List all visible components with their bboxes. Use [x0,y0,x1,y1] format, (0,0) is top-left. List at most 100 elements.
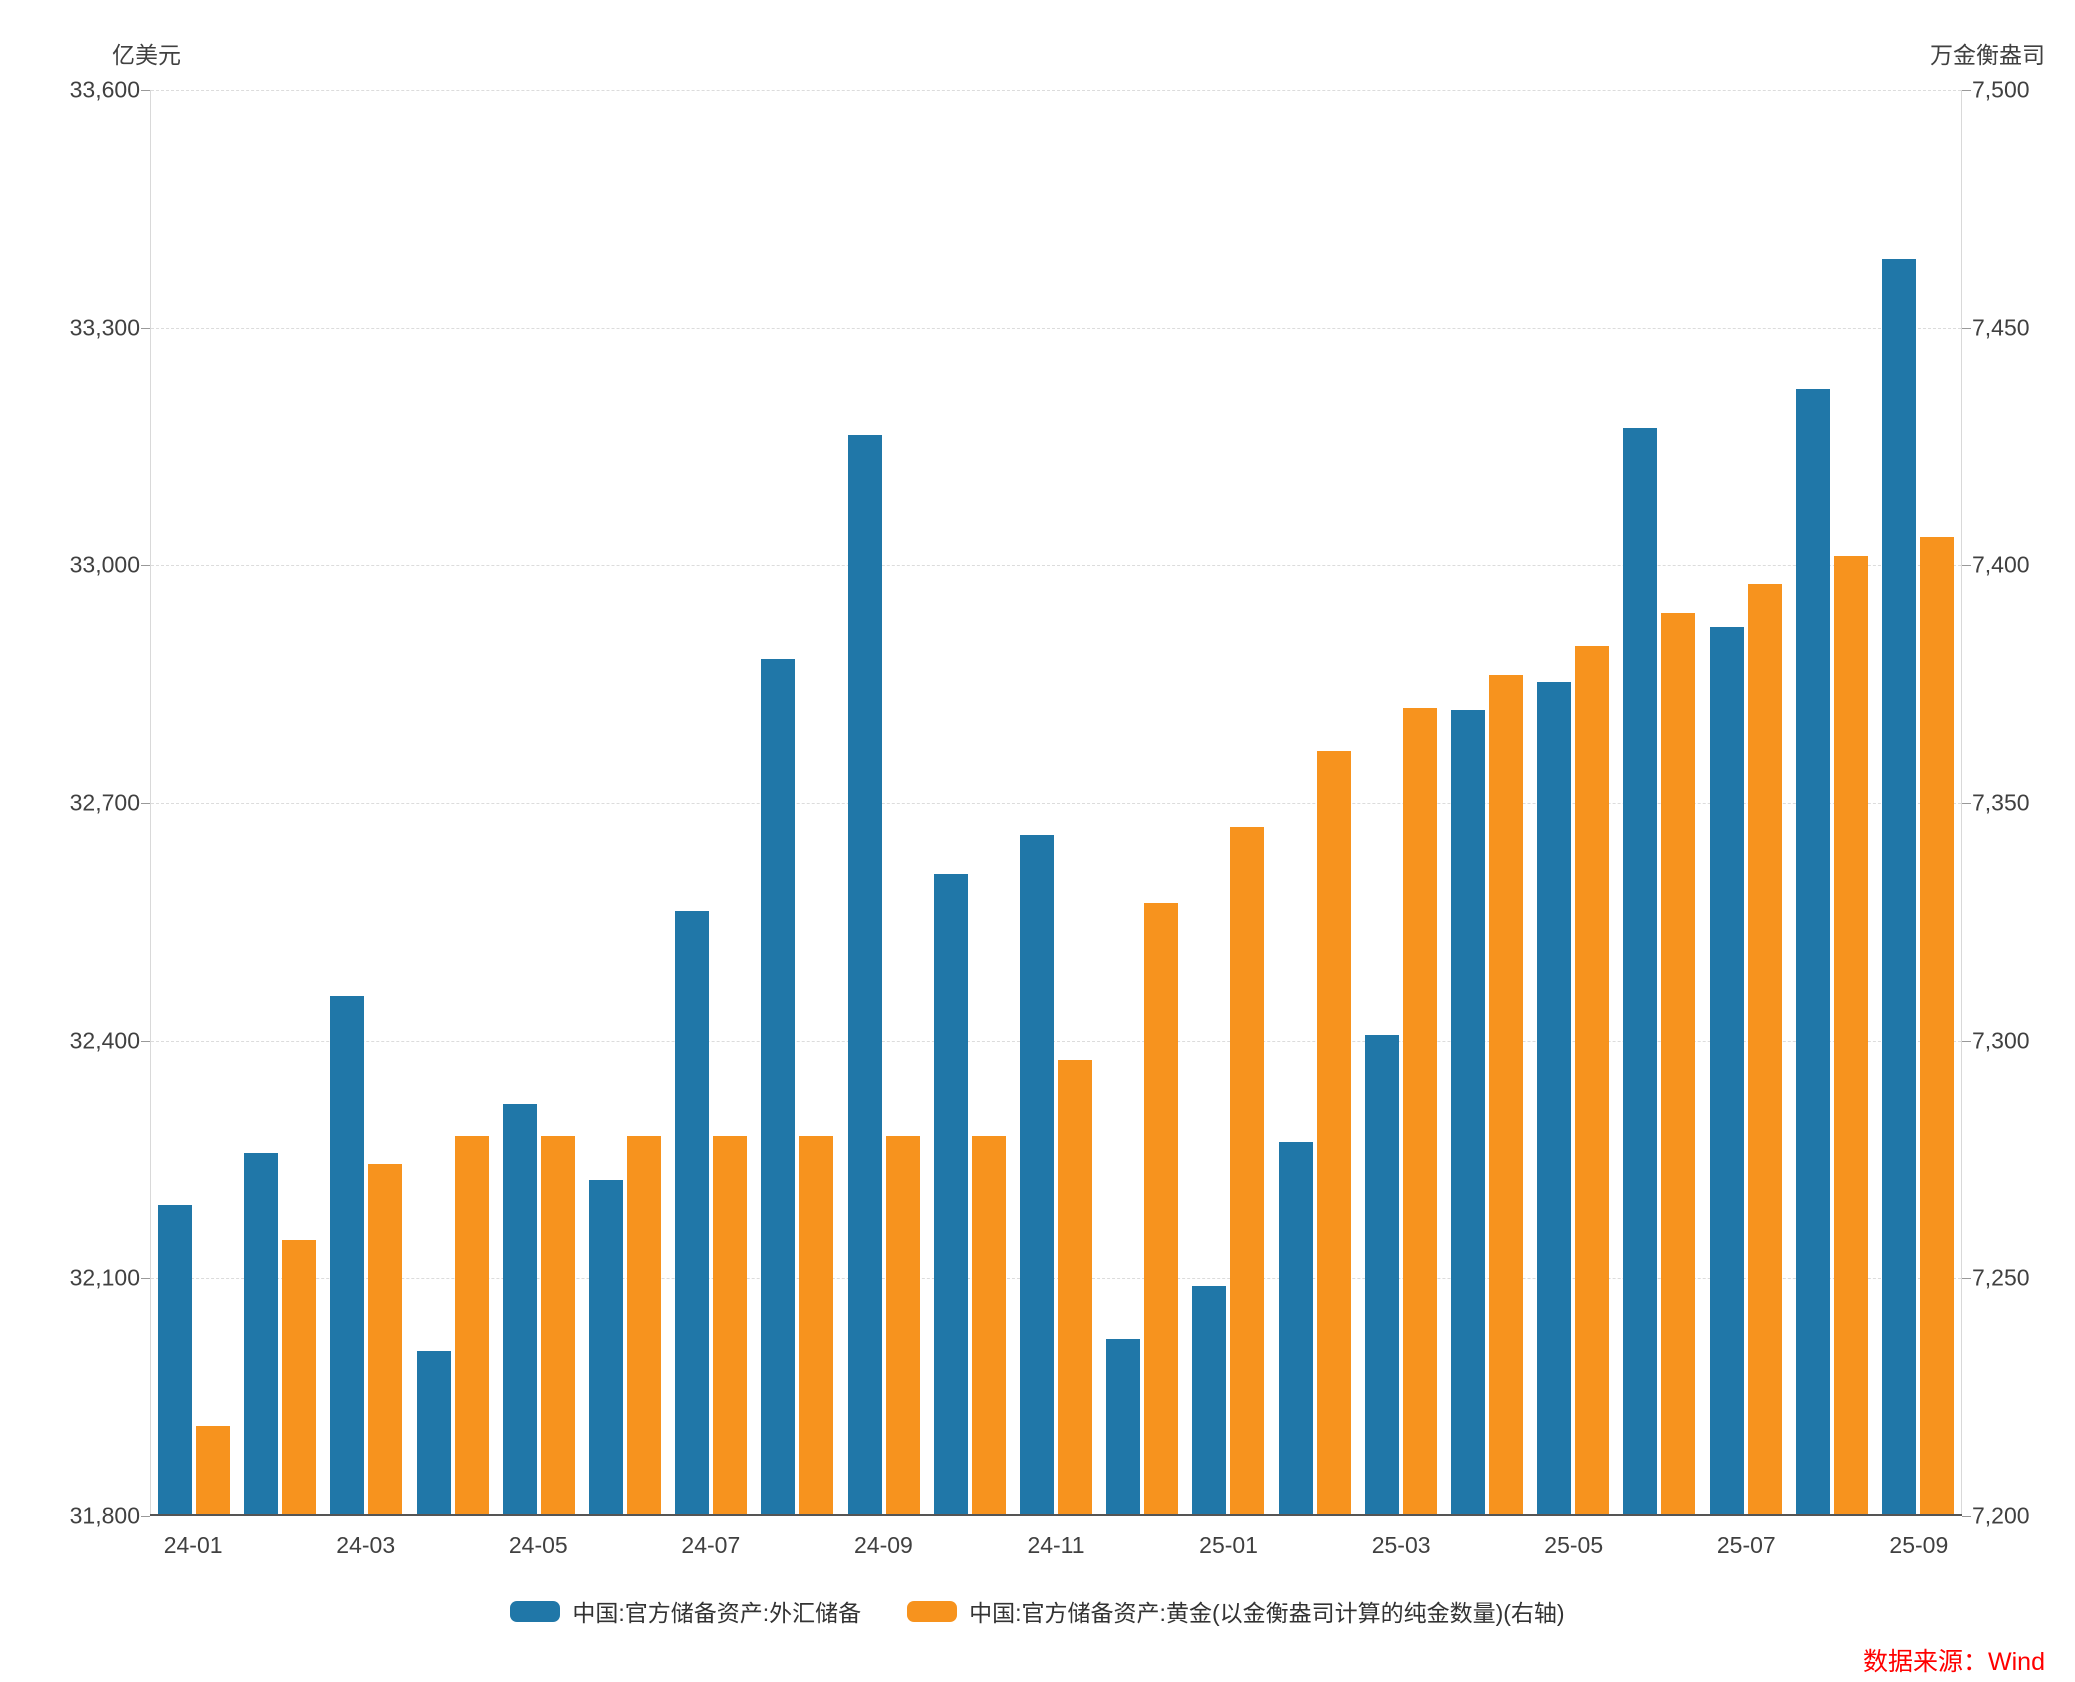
bar-fx-reserves [675,910,710,1516]
axis-tickmark [1962,803,1971,804]
axis-tickmark [141,1040,150,1042]
bar-gold-reserves [971,1135,1006,1516]
bar-fx-reserves [1795,389,1830,1516]
bar-fx-reserves [1364,1035,1399,1516]
plot-area [141,90,1971,1517]
legend-item-label: 中国:官方储备资产:黄金(以金衡盎司计算的纯金数量)(右轴) [969,1600,1565,1626]
x-axis-labels: 24-01 24-03 24-05 24-07 24-09 24-11 25-01 25-03… [150,1532,1962,1564]
right-axis-tick-label: 7,300 [1972,1027,2030,1054]
axis-tickmark [141,90,150,91]
bar-gold-reserves [1402,707,1437,1516]
left-axis-tick-label: 32,100 [69,1264,140,1291]
bar-gold-reserves [799,1135,834,1516]
axis-tickmark [141,803,150,804]
axis-tickmark [1962,327,1971,329]
bar-gold-reserves [282,1240,317,1516]
legend-swatch [510,1600,561,1622]
bar-gold-reserves [368,1164,403,1516]
right-axis-tick-label: 7,500 [1972,76,2030,103]
bar-gold-reserves [454,1135,489,1516]
bar-gold-reserves [885,1135,920,1516]
bar-fx-reserves [761,658,796,1516]
bar-fx-reserves [847,435,882,1516]
bar-gold-reserves [1144,902,1179,1516]
bar-fx-reserves [416,1351,451,1516]
gridline [151,803,1961,804]
bar-fx-reserves [1537,681,1572,1516]
gridline [151,565,1961,567]
gridline [151,1040,1961,1042]
right-axis-unit-label: 万金衡盎司 [1930,42,2045,68]
bar-gold-reserves [627,1135,662,1516]
bar-fx-reserves [589,1180,624,1516]
bar-gold-reserves [1058,1059,1092,1516]
bar-fx-reserves [330,995,365,1516]
x-axis-tick-label: 24-09 [854,1532,913,1558]
right-axis-tick-label: 7,350 [1972,789,2030,816]
x-axis-tick-label: 24-11 [1027,1532,1085,1558]
bar-gold-reserves [713,1135,748,1516]
axis-tickmark [141,327,150,329]
bar-fx-reserves [1709,627,1744,1516]
bar-fx-reserves [1192,1286,1227,1516]
axis-tickmark [1962,565,1971,567]
x-axis-tick-label: 24-03 [336,1532,396,1558]
bar-fx-reserves [502,1104,537,1516]
bars [151,90,1961,1516]
bar-fx-reserves [933,873,968,1516]
x-axis-tick-label: 24-05 [508,1532,568,1558]
axis-tickmark [1962,90,1971,91]
bar-gold-reserves [540,1135,575,1516]
x-axis-tick-label: 25-07 [1716,1532,1776,1558]
left-axis-tick-label: 33,600 [69,76,140,103]
left-axis-tick-label: 31,800 [69,1502,140,1529]
x-axis-tick-label: 25-05 [1544,1532,1604,1558]
bar-gold-reserves [1316,750,1351,1516]
bar-fx-reserves [1106,1338,1141,1516]
bar-fx-reserves [1278,1142,1313,1516]
right-axis-labels: 7,200 7,250 7,300 7,350 7,400 7,450 7,500 [1972,78,2075,1527]
left-axis-tick-label: 33,300 [69,314,140,341]
legend-item-label: 中国:官方储备资产:外汇储备 [572,1600,862,1626]
gridline [151,327,1961,329]
right-axis-tick-label: 7,400 [1972,551,2030,578]
bar-fx-reserves [1450,710,1485,1516]
bar-gold-reserves [1833,555,1868,1516]
bar-fx-reserves [244,1153,279,1516]
left-axis-labels: 31,800 32,100 32,400 32,700 33,000 33,300 33,6… [0,78,140,1527]
gridlines [141,90,1971,1517]
x-axis-tick-label: 24-07 [681,1532,741,1558]
bar-fx-reserves [1881,258,1916,1516]
legend: 中国:官方储备资产:外汇储备 中国:官方储备资产:黄金(以金衡盎司计算的纯金数量)… [0,1594,2075,1628]
gridline [151,90,1961,91]
left-axis-tick-label: 33,000 [69,551,140,578]
right-axis-tick-label: 7,200 [1972,1502,2030,1529]
legend-item: 中国:官方储备资产:外汇储备 [510,1594,861,1628]
x-axis-tick-label: 25-09 [1889,1532,1949,1558]
axis-tickmark [1962,1040,1971,1042]
legend-item: 中国:官方储备资产:黄金(以金衡盎司计算的纯金数量)(右轴) [907,1594,1565,1628]
right-axis-tick-label: 7,250 [1972,1264,2030,1291]
x-axis-tick-label: 24-01 [163,1532,223,1558]
axis-tickmark [141,565,150,567]
x-axis-tick-label: 25-01 [1199,1532,1258,1558]
bar-gold-reserves [1488,674,1523,1516]
gridline [151,1278,1961,1280]
left-axis-unit-label: 亿美元 [112,42,181,68]
x-axis-tick-label: 25-03 [1371,1532,1431,1558]
left-axis-tick-label: 32,400 [69,1027,140,1054]
bar-fx-reserves [1623,427,1658,1516]
left-axis-tick-label: 32,700 [69,789,140,816]
axis-tickmark [1962,1278,1971,1280]
bar-gold-reserves [196,1425,231,1516]
bar-gold-reserves [1661,612,1696,1516]
axis-tickmark [141,1516,150,1517]
bar-gold-reserves [1230,826,1265,1516]
right-axis-tick-label: 7,450 [1972,314,2030,341]
bar-gold-reserves [1747,584,1782,1516]
x-axis-line [150,1514,1962,1516]
axis-tickmark [141,1278,150,1280]
bar-gold-reserves [1575,646,1610,1516]
axis-tickmark [1962,1516,1971,1517]
